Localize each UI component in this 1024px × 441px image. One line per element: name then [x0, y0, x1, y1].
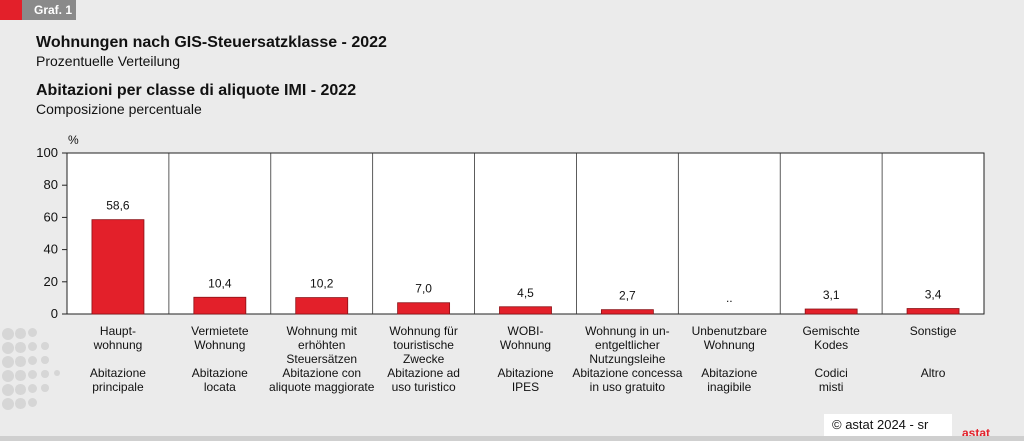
category-label-de: Vermietete Wohnung [191, 324, 249, 352]
category-label: Vermietete Wohnung Abitazione locata [158, 324, 282, 394]
data-label: 10,2 [310, 277, 334, 291]
y-tick-label: 100 [36, 145, 58, 160]
decorative-dot [41, 370, 49, 378]
category-label: Haupt- wohnung Abitazione principale [56, 324, 180, 394]
category-label-it: Codici misti [814, 366, 848, 394]
bar [804, 308, 858, 315]
decorative-dot [15, 384, 26, 395]
title-it: Abitazioni per classe di aliquote IMI - … [36, 82, 357, 99]
decorative-dot [15, 398, 26, 409]
category-label: Unbenutzbare Wohnung Abitazione inagibile [667, 324, 791, 394]
decorative-dot [2, 342, 14, 354]
category-label: Wohnung in un- entgeltlicher Nutzungslei… [565, 324, 689, 394]
category-label-it: Abitazione ad uso turistico [387, 366, 460, 394]
decorative-dot [2, 398, 14, 410]
data-label: 4,5 [517, 286, 534, 300]
category-label-de: Haupt- wohnung [93, 324, 143, 352]
data-label: 10,4 [208, 276, 232, 290]
category-label-it: Altro [920, 366, 946, 380]
category-label-de: WOBI- Wohnung [499, 324, 552, 352]
y-axis-label: % [68, 133, 79, 147]
data-label: .. [726, 291, 733, 305]
data-label: 2,7 [619, 289, 636, 303]
subtitle-it: Composizione percentuale [36, 101, 202, 117]
category-label-it: Abitazione principale [89, 366, 146, 394]
decorative-dot [28, 356, 37, 365]
decorative-dot [2, 384, 14, 396]
bar [600, 309, 654, 315]
category-label-it: Abitazione IPES [497, 366, 554, 394]
decorative-dot [15, 328, 26, 339]
category-label-it: Abitazione locata [191, 366, 248, 394]
bar [499, 306, 552, 315]
category-label-de: Wohnung in un- entgeltlicher Nutzungslei… [585, 324, 670, 366]
category-label: Sonstige Altro [871, 324, 995, 380]
decorative-dot [28, 328, 37, 337]
data-label: 7,0 [415, 282, 432, 296]
decorative-dot [41, 384, 49, 392]
category-label-de: Unbenutzbare Wohnung [691, 324, 767, 352]
y-tick-label: 20 [44, 274, 58, 289]
data-label: 58,6 [106, 199, 130, 213]
decorative-dot [15, 370, 26, 381]
y-tick-label: 60 [44, 209, 58, 224]
category-label-de: Gemischte Kodes [802, 324, 860, 352]
data-label: 3,4 [925, 288, 942, 302]
y-tick-label: 0 [51, 306, 58, 321]
category-label-de: Wohnung mit erhöhten Steuersätzen [286, 324, 358, 366]
category-label-de: Sonstige [909, 324, 957, 338]
category-label: Wohnung für touristische Zwecke Abitazion… [362, 324, 486, 394]
decorative-dot [2, 370, 14, 382]
data-label: 3,1 [823, 288, 840, 302]
category-label: WOBI- Wohnung Abitazione IPES [464, 324, 588, 394]
category-label: Gemischte Kodes Codici misti [769, 324, 893, 394]
bottom-strip [0, 436, 1024, 441]
bar [91, 219, 145, 315]
decorative-dot [15, 356, 26, 367]
y-tick-label: 40 [44, 242, 58, 257]
decorative-dot [28, 398, 37, 407]
bar [295, 297, 349, 315]
figure-badge: Graf. 1 [22, 0, 76, 20]
decorative-dot [41, 356, 49, 364]
bar [193, 296, 247, 315]
decorative-dot [2, 356, 14, 368]
badge-accent [0, 0, 22, 20]
decorative-dot [15, 342, 26, 353]
decorative-dot [28, 384, 37, 393]
decorative-dot [28, 342, 37, 351]
category-label: Wohnung mit erhöhten Steuersätzen Abitazi… [260, 324, 384, 394]
bar [906, 308, 960, 315]
copyright-footer: © astat 2024 - sr [824, 414, 952, 436]
decorative-dot [28, 370, 37, 379]
category-label-it: Abitazione inagibile [701, 366, 758, 394]
title-de: Wohnungen nach GIS-Steuersatzklasse - 20… [36, 34, 387, 51]
subtitle-de: Prozentuelle Verteilung [36, 53, 180, 69]
category-label-it: Abitazione con aliquote maggiorate [269, 366, 375, 394]
category-label-de: Wohnung für touristische Zwecke [389, 324, 458, 366]
bar [397, 302, 451, 315]
category-label-it: Abitazione concessa in uso gratuito [572, 366, 683, 394]
plot-area [66, 152, 985, 315]
decorative-dot [41, 342, 49, 350]
decorative-dot [54, 370, 60, 376]
decorative-dot [2, 328, 14, 340]
y-tick-label: 80 [44, 177, 58, 192]
